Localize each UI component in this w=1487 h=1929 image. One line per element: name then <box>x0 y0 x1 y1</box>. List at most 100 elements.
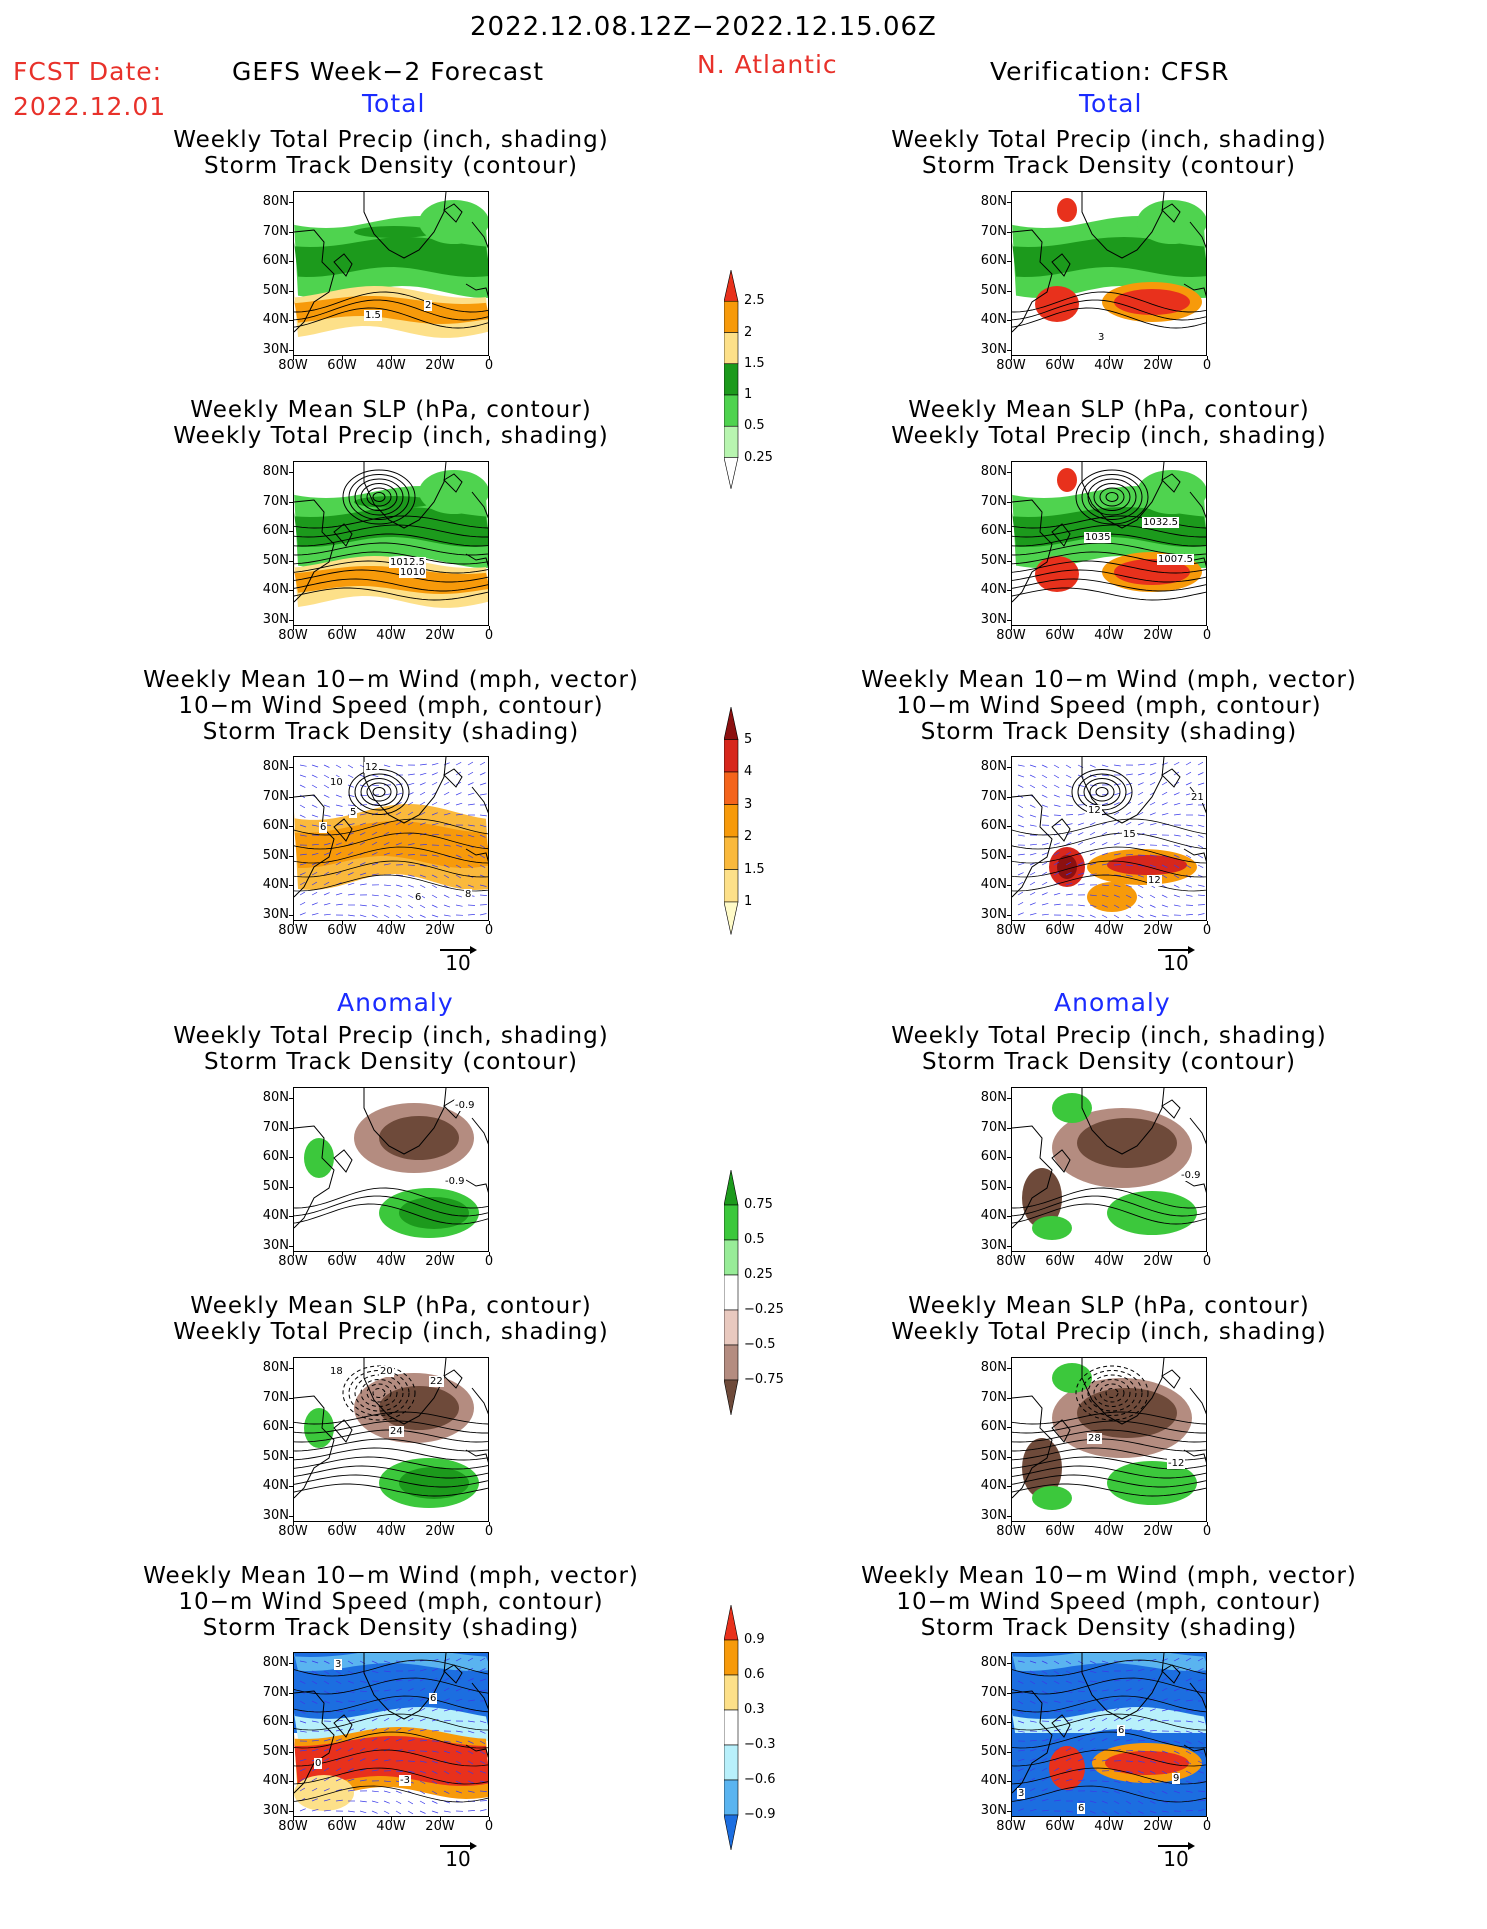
lat-label-6-right-80N: 80N <box>971 1655 1007 1670</box>
lat-label-3-left-60N: 60N <box>253 818 289 833</box>
lon-tick-1-left-0 <box>293 356 294 360</box>
section-total-right: Total <box>1079 89 1142 118</box>
contour-label-6-right-2: 9 <box>1172 1773 1180 1784</box>
lat-tick-3-left-1 <box>289 797 293 798</box>
lon-tick-6-right-3 <box>1158 1817 1159 1821</box>
lon-tick-6-right-4 <box>1207 1817 1208 1821</box>
lat-label-2-left-50N: 50N <box>253 553 289 568</box>
colorbar-track-total-label-4: 2 <box>744 829 752 844</box>
contour-label-1-right-1: 3 <box>1097 332 1105 343</box>
lat-tick-6-right-2 <box>1007 1722 1011 1723</box>
lat-tick-6-left-3 <box>289 1752 293 1753</box>
lon-tick-3-right-4 <box>1207 921 1208 925</box>
map-graphic-6-left <box>294 1653 489 1817</box>
colorbar-precip-total-label-4: 1 <box>744 387 752 402</box>
lon-label-3-right-60W: 60W <box>1040 923 1080 938</box>
map-panel-5-right: 28-12 <box>1011 1357 1207 1522</box>
lat-label-6-right-60N: 60N <box>971 1714 1007 1729</box>
lat-label-6-left-40N: 40N <box>253 1773 289 1788</box>
section-anomaly-left: Anomaly <box>337 988 454 1017</box>
lon-label-5-left-0: 0 <box>469 1524 509 1539</box>
lat-tick-6-right-1 <box>1007 1693 1011 1694</box>
contour-label-6-left-2: 6 <box>429 1693 437 1704</box>
lon-tick-3-left-0 <box>293 921 294 925</box>
lat-tick-4-left-2 <box>289 1157 293 1158</box>
lon-tick-5-right-4 <box>1207 1522 1208 1526</box>
lon-tick-5-right-3 <box>1158 1522 1159 1526</box>
lon-tick-2-right-3 <box>1158 626 1159 630</box>
panel-title-3-left-line3: Storm Track Density (shading) <box>91 719 691 746</box>
lat-tick-4-right-0 <box>1007 1098 1011 1099</box>
map-panel-4-right: -0.9 <box>1011 1087 1207 1252</box>
lat-label-2-left-70N: 70N <box>253 494 289 509</box>
lat-tick-5-left-4 <box>289 1486 293 1487</box>
lat-tick-6-left-5 <box>289 1811 293 1812</box>
lat-label-3-right-40N: 40N <box>971 877 1007 892</box>
lat-label-2-right-80N: 80N <box>971 464 1007 479</box>
contour-label-3-left-3: 5 <box>349 807 357 818</box>
lat-label-3-left-80N: 80N <box>253 759 289 774</box>
panel-title-1-left-line1: Weekly Total Precip (inch, shading) <box>91 127 691 154</box>
lat-tick-1-right-5 <box>1007 350 1011 351</box>
lat-tick-2-right-1 <box>1007 502 1011 503</box>
lon-tick-3-left-1 <box>342 921 343 925</box>
lat-tick-2-left-0 <box>289 472 293 473</box>
panel-title-3-right-line2: 10−m Wind Speed (mph, contour) <box>809 693 1409 720</box>
lat-tick-6-left-1 <box>289 1693 293 1694</box>
lat-label-3-right-80N: 80N <box>971 759 1007 774</box>
panel-title-3-left-line1: Weekly Mean 10−m Wind (mph, vector) <box>91 667 691 694</box>
map-graphic-4-left <box>294 1088 489 1252</box>
lat-label-4-right-30N: 30N <box>971 1238 1007 1253</box>
fcst-date-value: 2022.12.01 <box>13 92 166 121</box>
lat-tick-5-right-1 <box>1007 1398 1011 1399</box>
lat-label-4-left-70N: 70N <box>253 1120 289 1135</box>
region-title: N. Atlantic <box>697 50 838 79</box>
lat-tick-4-left-5 <box>289 1246 293 1247</box>
lat-label-3-right-60N: 60N <box>971 818 1007 833</box>
lon-tick-5-left-4 <box>489 1522 490 1526</box>
section-total-left: Total <box>362 89 425 118</box>
lat-label-2-right-60N: 60N <box>971 523 1007 538</box>
lon-tick-2-left-3 <box>440 626 441 630</box>
lon-label-5-left-60W: 60W <box>322 1524 362 1539</box>
contour-label-2-right-3: 1007.5 <box>1157 554 1194 565</box>
lon-tick-4-right-2 <box>1109 1252 1110 1256</box>
lon-label-6-left-80W: 80W <box>273 1819 313 1834</box>
lat-label-5-left-80N: 80N <box>253 1360 289 1375</box>
lon-label-2-left-40W: 40W <box>371 628 411 643</box>
lon-tick-4-left-0 <box>293 1252 294 1256</box>
lat-label-1-left-30N: 30N <box>253 342 289 357</box>
lat-label-5-right-40N: 40N <box>971 1478 1007 1493</box>
colorbar-track-total-label-5: 1.5 <box>744 862 765 877</box>
lon-label-6-left-0: 0 <box>469 1819 509 1834</box>
panel-title-6-right-line3: Storm Track Density (shading) <box>809 1615 1409 1642</box>
panel-title-3-right-line3: Storm Track Density (shading) <box>809 719 1409 746</box>
lon-label-1-left-0: 0 <box>469 358 509 373</box>
map-graphic-1-left <box>294 192 489 356</box>
lat-label-3-right-30N: 30N <box>971 907 1007 922</box>
contour-label-6-left-1: 3 <box>334 1659 342 1670</box>
lon-tick-2-left-1 <box>342 626 343 630</box>
lat-label-4-left-80N: 80N <box>253 1090 289 1105</box>
lon-tick-3-left-2 <box>391 921 392 925</box>
lat-tick-5-left-0 <box>289 1368 293 1369</box>
lon-tick-5-right-0 <box>1011 1522 1012 1526</box>
lon-tick-4-right-0 <box>1011 1252 1012 1256</box>
lat-label-6-left-70N: 70N <box>253 1685 289 1700</box>
lon-label-1-left-20W: 20W <box>420 358 460 373</box>
lat-tick-4-left-1 <box>289 1128 293 1129</box>
lon-label-5-left-40W: 40W <box>371 1524 411 1539</box>
lon-tick-3-right-0 <box>1011 921 1012 925</box>
lon-tick-4-left-2 <box>391 1252 392 1256</box>
lon-label-4-right-80W: 80W <box>991 1254 1031 1269</box>
lat-tick-1-left-0 <box>289 202 293 203</box>
map-graphic-3-left <box>294 757 489 921</box>
lat-label-6-left-80N: 80N <box>253 1655 289 1670</box>
lat-tick-2-right-2 <box>1007 531 1011 532</box>
panel-title-6-right-line2: 10−m Wind Speed (mph, contour) <box>809 1589 1409 1616</box>
date-range-title: 2022.12.08.12Z−2022.12.15.06Z <box>470 12 937 42</box>
colorbar-precip-total-label-3: 1.5 <box>744 356 765 371</box>
